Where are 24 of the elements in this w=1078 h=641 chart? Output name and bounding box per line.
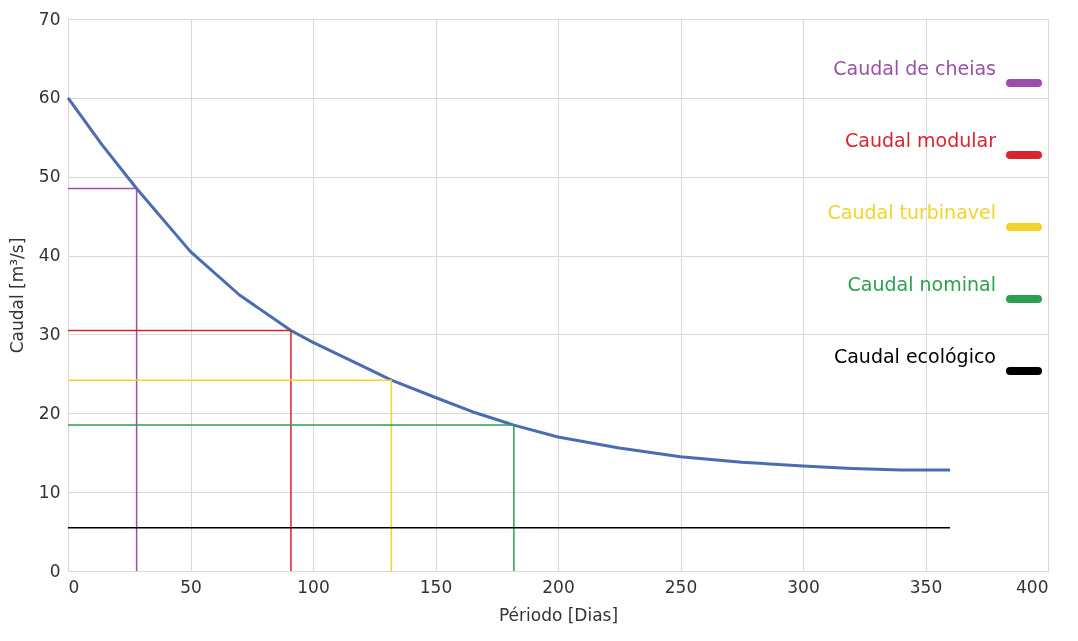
y-tick-label: 20 [38, 402, 61, 423]
x-tick-label: 200 [542, 576, 575, 597]
y-tick-label: 0 [49, 560, 61, 581]
x-tick-label: 100 [297, 576, 330, 597]
text: Caudal de cheias [833, 57, 996, 79]
x-tick-label: 50 [180, 576, 202, 597]
text: Caudal nominal [847, 273, 996, 295]
y-tick-label: 70 [38, 8, 61, 29]
x-tick-label: 400 [1016, 576, 1049, 597]
x-axis-title: Périodo [Dias] [498, 604, 619, 625]
y-tick-label: 50 [38, 166, 61, 187]
y-tick-label: 10 [38, 481, 61, 502]
x-tick-label: 350 [909, 576, 943, 597]
text: Caudal turbinavel [827, 201, 996, 223]
y-tick-label: 60 [38, 87, 61, 108]
y-tick-label: 30 [38, 323, 61, 344]
x-tick-label: 150 [419, 576, 453, 597]
x-tick-label: 250 [664, 576, 698, 597]
y-tick-label: 40 [38, 245, 61, 266]
y-axis-title: Caudal [m³/s] [6, 237, 27, 354]
text: Caudal ecológico [833, 345, 996, 367]
text: Caudal modular [845, 129, 997, 151]
x-tick-label: 300 [787, 576, 820, 597]
x-tick-label: 0 [68, 576, 80, 597]
